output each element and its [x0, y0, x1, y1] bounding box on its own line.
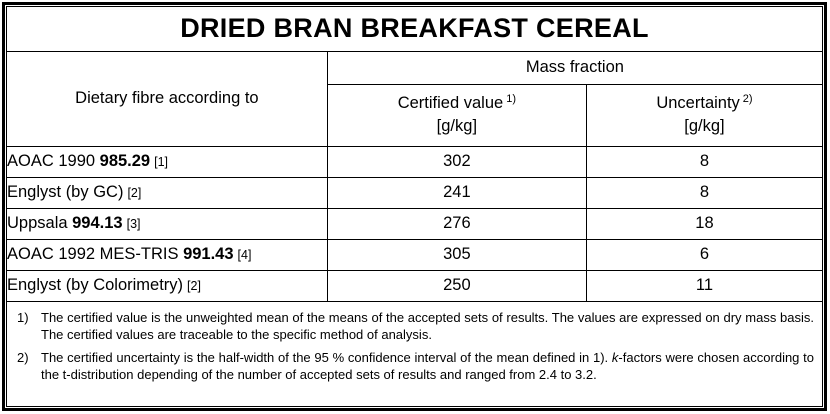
footnote-1-text-before: The certified value is the unweighted me… [41, 310, 814, 342]
method-cell: Englyst (by GC) [2] [6, 176, 328, 209]
certified-value-cell: 241 [326, 176, 587, 209]
method-reference: [4] [237, 248, 252, 262]
footnote-1-text: The certified value is the unweighted me… [41, 309, 814, 343]
table-row: Uppsala 994.13 [3] 276 18 [6, 207, 823, 240]
certified-value-cell: 302 [326, 145, 587, 178]
uncertainty-label: Uncertainty [656, 94, 740, 112]
table-row: AOAC 1990 985.29 [1] 302 8 [6, 145, 823, 178]
method-cell: Uppsala 994.13 [3] [6, 207, 328, 240]
uncertainty-cell: 8 [585, 145, 823, 178]
inner-frame: DRIED BRAN BREAKFAST CEREAL Dietary fibr… [6, 6, 823, 407]
certified-value-unit: [g/kg] [436, 117, 478, 135]
uncertainty-unit: [g/kg] [684, 117, 725, 135]
uncertainty-cell: 6 [585, 238, 823, 271]
certified-value-label: Certified value [397, 94, 504, 112]
row-header-column-title: Dietary fibre according to [6, 50, 328, 147]
uncertainty-cell: 18 [585, 207, 823, 240]
mass-fraction-header: Mass fraction [326, 50, 823, 85]
method-cell: AOAC 1992 MES-TRIS 991.43 [4] [6, 238, 328, 271]
certified-values-table: DRIED BRAN BREAKFAST CEREAL Dietary fibr… [6, 6, 823, 302]
footnote-2: 2) The certified uncertainty is the half… [17, 349, 814, 383]
method-name: Englyst (by Colorimetry) [7, 276, 184, 295]
certified-value-footnote-ref: 1) [506, 92, 516, 105]
uncertainty-cell: 8 [585, 176, 823, 209]
table-row: AOAC 1992 MES-TRIS 991.43 [4] 305 6 [6, 238, 823, 271]
footnote-1-marker: 1) [17, 310, 29, 325]
footnote-2-marker: 2) [17, 350, 29, 365]
footnotes-section: 1) The certified value is the unweighted… [7, 301, 822, 406]
uncertainty-cell: 11 [585, 269, 823, 302]
certified-value-cell: 250 [326, 269, 587, 302]
method-number: 994.13 [72, 214, 123, 232]
method-number: 991.43 [183, 245, 234, 263]
table-row: Englyst (by Colorimetry) [2] 250 11 [6, 269, 823, 302]
method-reference: [1] [154, 155, 169, 169]
uncertainty-footnote-ref: 2) [742, 92, 753, 105]
certified-value-cell: 305 [326, 238, 587, 271]
method-cell: AOAC 1990 985.29 [1] [6, 145, 328, 178]
method-name: AOAC 1990 [7, 152, 100, 170]
method-reference: [3] [126, 217, 141, 231]
footnote-1: 1) The certified value is the unweighted… [17, 309, 814, 343]
certified-value-cell: 276 [326, 207, 587, 240]
table-title: DRIED BRAN BREAKFAST CEREAL [6, 6, 823, 52]
method-name: AOAC 1992 MES-TRIS [7, 245, 184, 263]
footnote-2-text-before: The certified uncertainty is the half-wi… [41, 350, 612, 365]
footnote-2-text-after: -factors were chosen according to the t-… [41, 350, 814, 382]
uncertainty-header: Uncertainty 2) [g/kg] [585, 83, 823, 147]
method-reference: [2] [127, 186, 142, 200]
method-reference: [2] [187, 279, 201, 294]
table-row: Englyst (by GC) [2] 241 8 [6, 176, 823, 209]
method-name: Uppsala [7, 214, 73, 232]
footnote-2-text: The certified uncertainty is the half-wi… [41, 349, 814, 383]
method-name: Englyst (by GC) [7, 183, 124, 201]
certified-value-header: Certified value 1) [g/kg] [326, 83, 587, 147]
method-number: 985.29 [99, 152, 151, 170]
footnote-2-italic-k: k [611, 350, 619, 365]
method-cell: Englyst (by Colorimetry) [2] [6, 269, 328, 302]
